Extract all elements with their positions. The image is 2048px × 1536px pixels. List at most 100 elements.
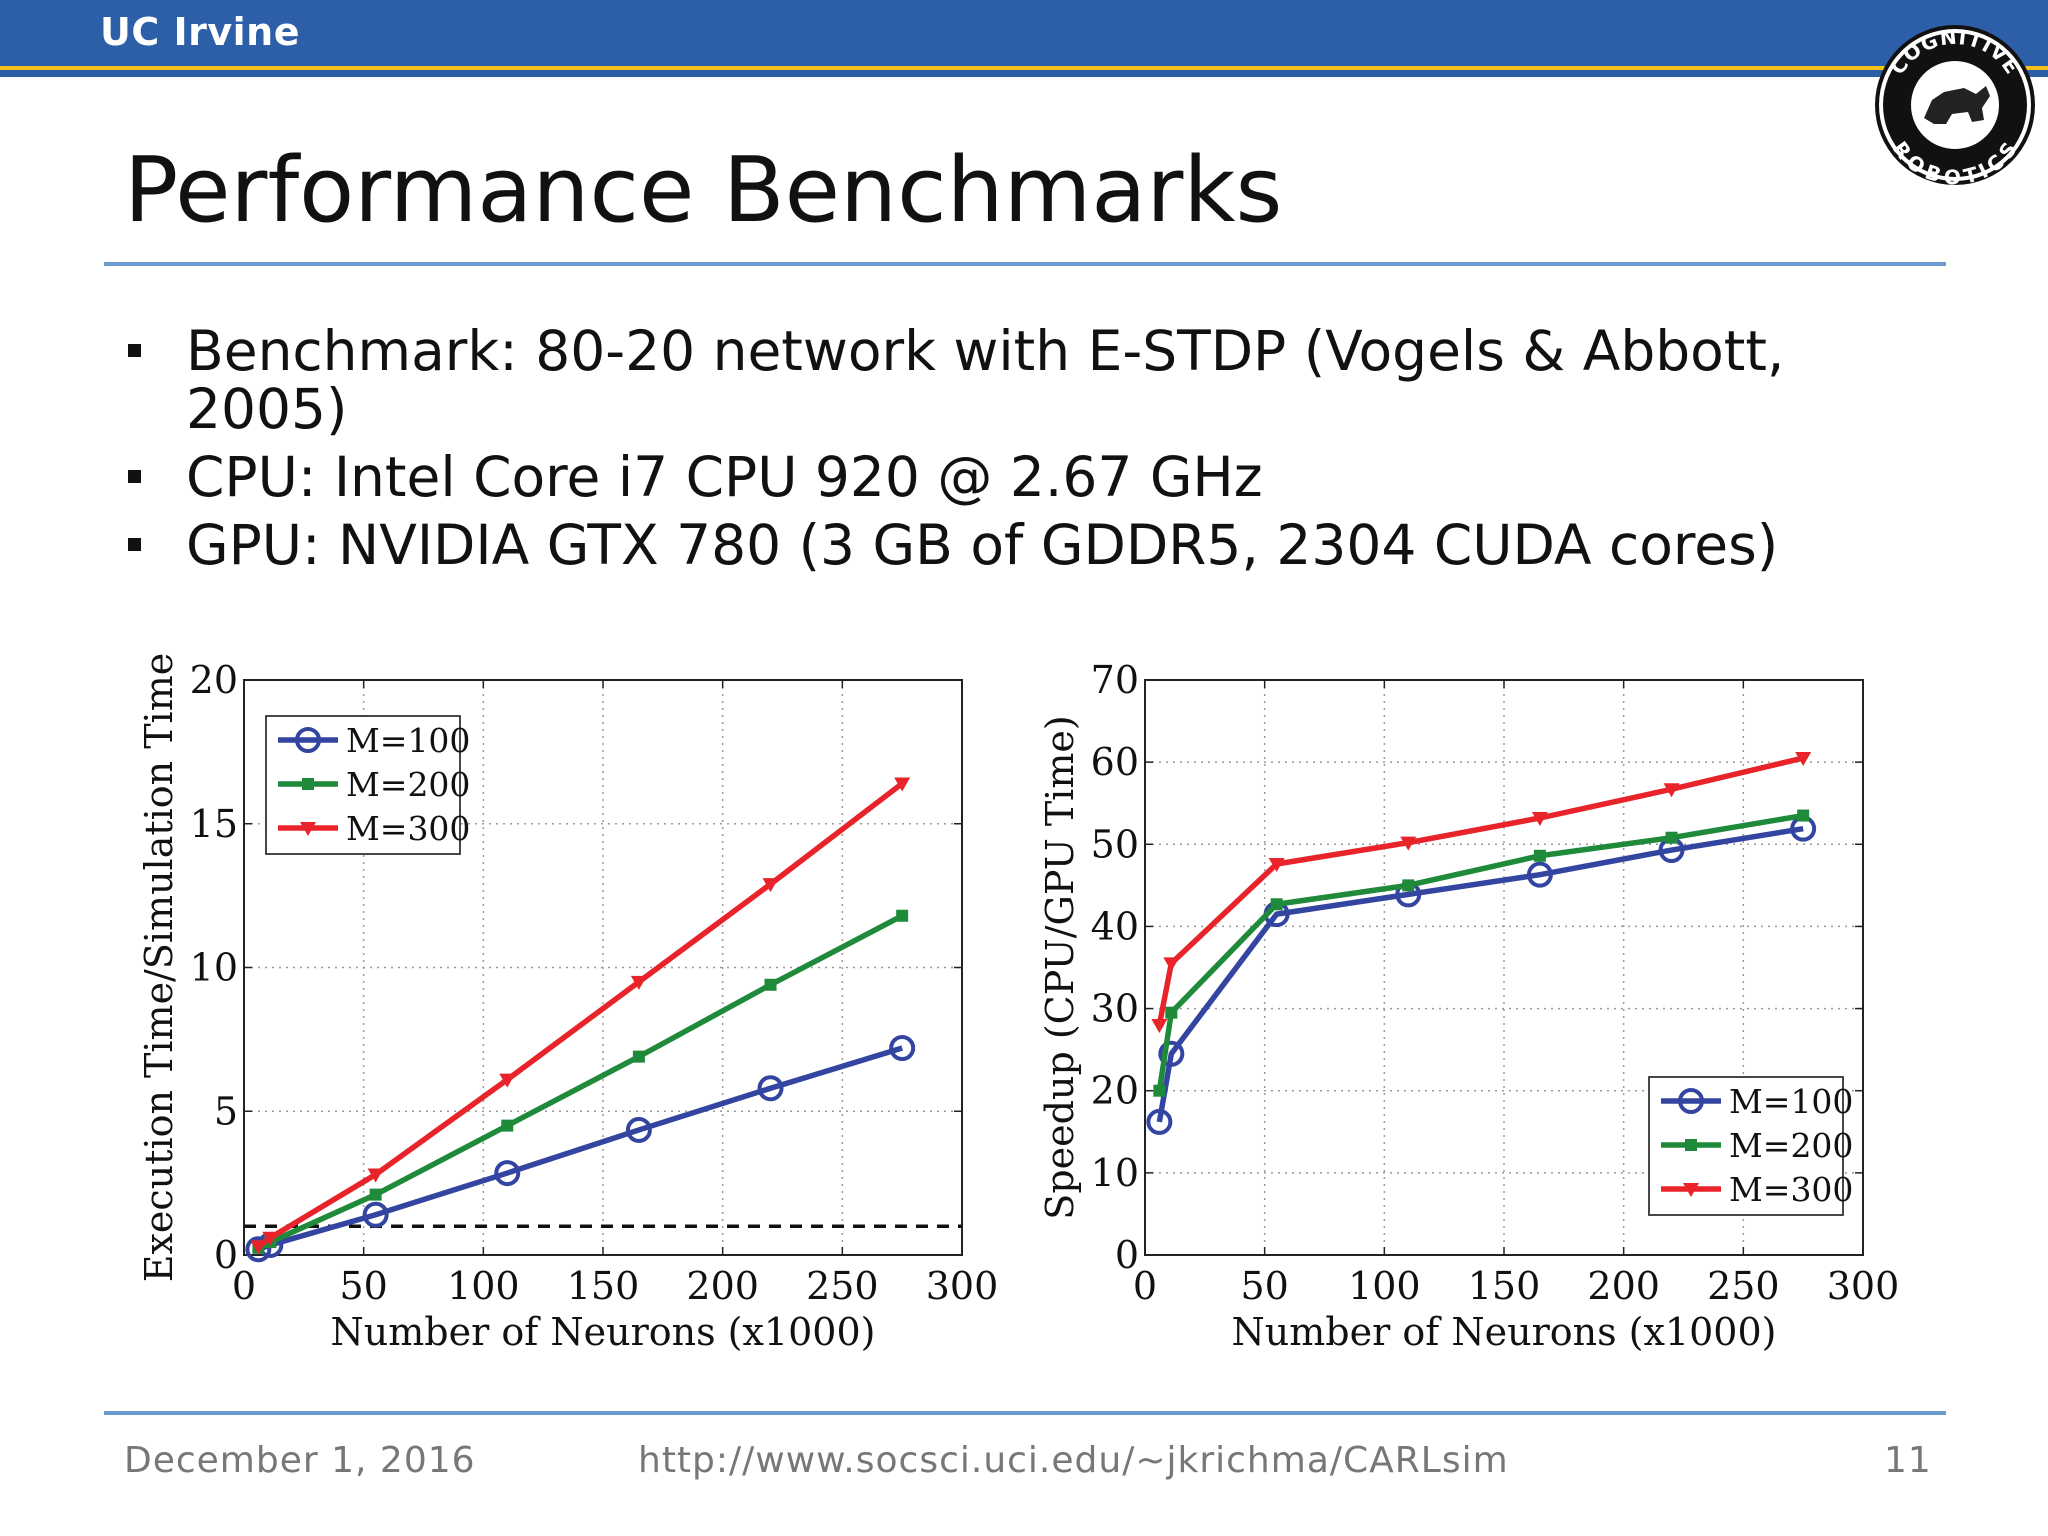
- data-point: [1663, 783, 1680, 798]
- x-tick-label: 50: [1240, 1264, 1288, 1308]
- footer-date: December 1, 2016: [124, 1440, 476, 1481]
- data-point: [632, 1050, 645, 1063]
- legend-label: M=100: [346, 721, 470, 760]
- bullet-item: CPU: Intel Core i7 CPU 920 @ 2.67 GHz: [128, 448, 1848, 506]
- y-tick-label: 20: [190, 658, 238, 702]
- data-point: [762, 878, 779, 893]
- y-tick-label: 15: [190, 802, 238, 846]
- series-line-M=100: [1156, 825, 1804, 1123]
- bullet-item: Benchmark: 80-20 network with E-STDP (Vo…: [128, 322, 1848, 438]
- data-point: [1165, 1006, 1178, 1019]
- data-point: [1270, 898, 1283, 911]
- data-point: [1797, 809, 1810, 822]
- legend-label: M=100: [1729, 1082, 1853, 1121]
- legend-marker: [302, 778, 314, 790]
- brand-name: UC Irvine: [100, 10, 300, 54]
- y-tick-label: 20: [1091, 1069, 1139, 1113]
- x-tick-label: 150: [1468, 1264, 1541, 1308]
- data-point: [1151, 1019, 1168, 1033]
- footer-url[interactable]: http://www.socsci.uci.edu/~jkrichma/CARL…: [638, 1440, 1509, 1481]
- cognitive-robotics-logo: COGNITIVE ROBOTICS: [1875, 25, 2035, 188]
- data-point: [1665, 831, 1678, 844]
- bullet-item: GPU: NVIDIA GTX 780 (3 GB of GDDR5, 2304…: [128, 516, 1848, 574]
- data-point: [894, 777, 911, 792]
- data-point: [630, 975, 647, 990]
- title-divider: [104, 262, 1946, 266]
- header-gold-stripe: [0, 66, 2048, 70]
- legend-label: M=200: [346, 765, 470, 804]
- data-point: [896, 909, 909, 922]
- y-tick-label: 60: [1091, 740, 1139, 784]
- x-tick-label: 100: [447, 1264, 520, 1308]
- x-axis-label: Number of Neurons (x1000): [331, 1310, 876, 1354]
- y-tick-label: 30: [1091, 987, 1139, 1031]
- x-tick-label: 150: [567, 1264, 640, 1308]
- y-tick-label: 70: [1091, 658, 1139, 702]
- bullet-square-icon: [128, 470, 141, 483]
- legend-marker: [300, 822, 316, 836]
- data-point: [889, 1035, 916, 1061]
- x-tick-label: 250: [1707, 1264, 1780, 1308]
- y-tick-label: 10: [1091, 1151, 1139, 1195]
- speedup-chart: 0 50 100 150 200 250 300 0 10 20 30 40 50 60 70 Number …: [1038, 658, 1900, 1354]
- data-point: [1526, 861, 1553, 888]
- header-blue-stripe: [0, 70, 2048, 77]
- data-point: [494, 1160, 521, 1187]
- y-tick-label: 50: [1091, 822, 1139, 866]
- series-line-M=200: [1156, 812, 1804, 1092]
- series-line-M=200: [257, 913, 904, 1251]
- legend-marker: [1685, 1139, 1697, 1151]
- x-tick-label: 250: [806, 1264, 879, 1308]
- header-bar: [0, 0, 2048, 66]
- y-axis-label: Execution Time/Simulation Time: [137, 653, 181, 1282]
- x-tick-label: 200: [686, 1264, 759, 1308]
- data-point: [250, 1240, 267, 1255]
- data-point: [757, 1075, 784, 1102]
- legend-marker: [1683, 1183, 1699, 1197]
- legend-label: M=200: [1729, 1126, 1853, 1165]
- data-point: [1153, 1084, 1166, 1097]
- x-tick-label: 300: [1827, 1264, 1900, 1308]
- data-point: [499, 1073, 516, 1088]
- data-point: [1795, 752, 1812, 767]
- data-point: [764, 978, 777, 991]
- data-point: [245, 1236, 272, 1263]
- legend-label: M=300: [1729, 1170, 1853, 1209]
- bullet-square-icon: [128, 538, 141, 551]
- series-line-M=300: [1156, 755, 1804, 1026]
- data-point: [1163, 957, 1180, 972]
- y-axis-label: Speedup (CPU/GPU Time): [1038, 715, 1082, 1219]
- data-point: [1146, 1108, 1173, 1135]
- slide-title: Performance Benchmarks: [124, 138, 1283, 243]
- x-tick-label: 300: [926, 1264, 999, 1308]
- legend-marker: [295, 727, 321, 753]
- footer-divider: [104, 1411, 1946, 1415]
- legend-marker: [1678, 1088, 1704, 1114]
- series-line-M=100: [257, 1045, 903, 1252]
- data-point: [1268, 858, 1285, 872]
- execution-time-chart: 0 50 100 150 200 250 300 0 5 10 15 20 Number of Neur…: [137, 653, 999, 1354]
- y-tick-label: 0: [214, 1233, 238, 1277]
- y-tick-label: 0: [1115, 1233, 1139, 1277]
- data-point: [1158, 1040, 1185, 1067]
- rhino-icon: [1924, 86, 1990, 124]
- data-point: [501, 1119, 514, 1132]
- y-tick-label: 40: [1091, 904, 1139, 948]
- legend-label: M=300: [346, 809, 470, 848]
- y-tick-label: 10: [190, 946, 238, 990]
- data-point: [1531, 812, 1548, 826]
- data-point: [1402, 879, 1415, 892]
- x-tick-label: 0: [232, 1264, 256, 1308]
- data-point: [262, 1231, 279, 1246]
- plot-frame: [243, 679, 963, 1256]
- data-point: [369, 1188, 382, 1201]
- x-tick-label: 100: [1348, 1264, 1421, 1308]
- data-point: [362, 1201, 389, 1228]
- x-tick-label: 200: [1587, 1264, 1660, 1308]
- footer-page-number: 11: [1884, 1440, 1932, 1481]
- x-axis-label: Number of Neurons (x1000): [1232, 1310, 1777, 1354]
- plot-frame: [1144, 679, 1864, 1256]
- bullet-square-icon: [128, 344, 141, 357]
- data-point: [1533, 849, 1546, 862]
- data-point: [625, 1116, 652, 1143]
